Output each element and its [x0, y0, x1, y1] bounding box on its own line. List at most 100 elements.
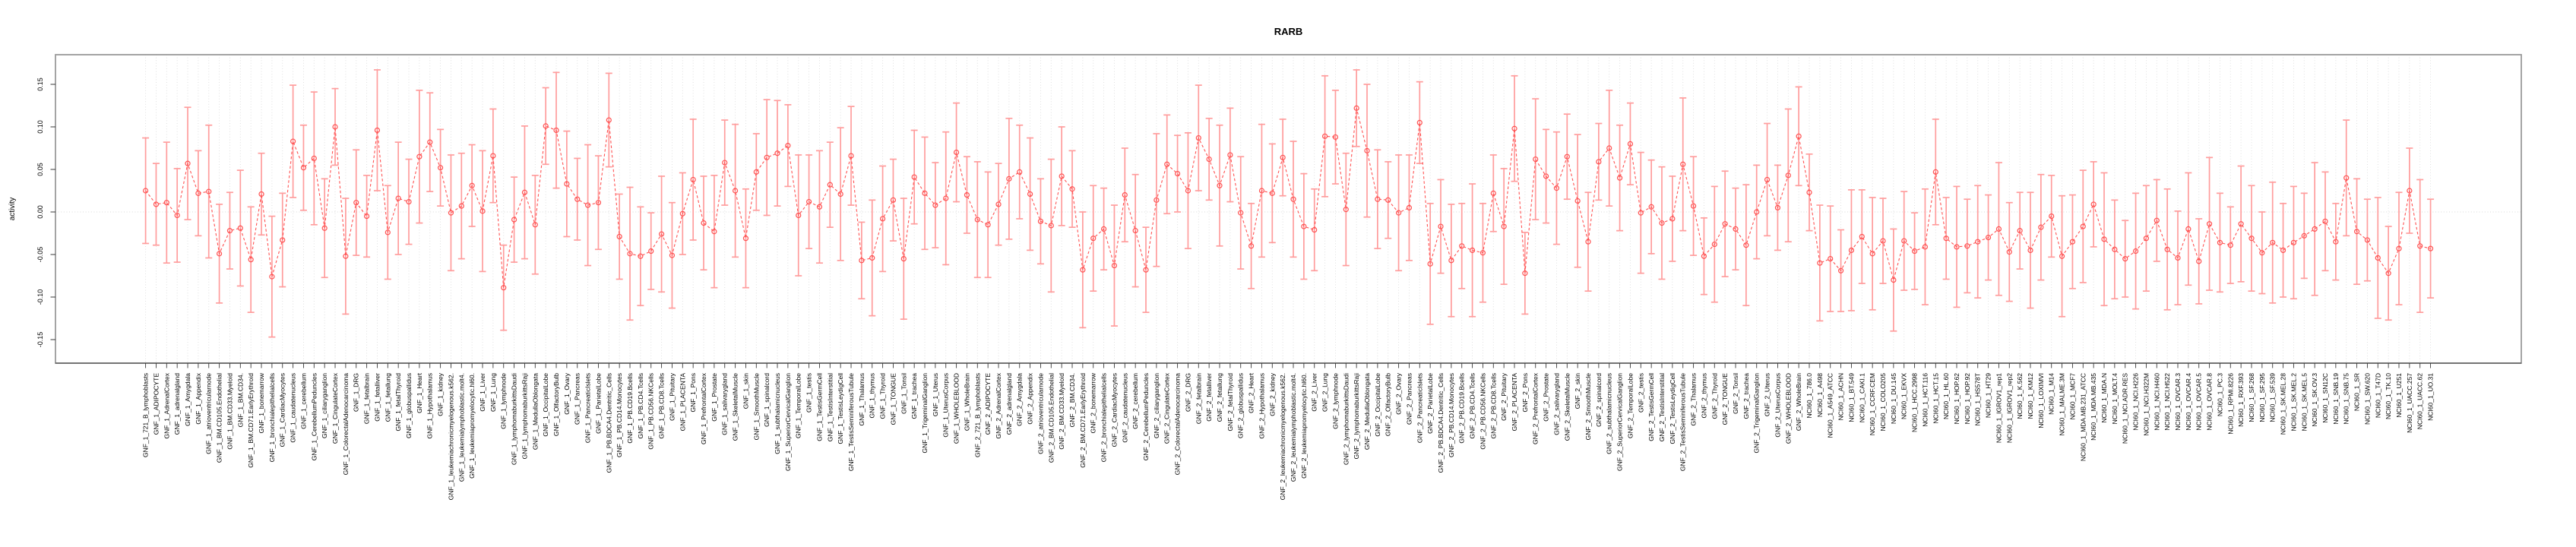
x-tick-label: GNF_2_Pancreas	[1405, 373, 1413, 425]
x-tick-label: GNF_1_SmoothMuscle	[752, 373, 760, 441]
data-point	[1964, 243, 1970, 249]
x-tick-label: GNF_1_skin	[742, 373, 749, 409]
data-point	[1616, 175, 1623, 181]
x-tick-label: NCI60_1_OVCAR.5	[2195, 373, 2203, 431]
x-tick-label: NCI60_1_NCI.H322M	[2142, 373, 2150, 436]
data-point	[163, 200, 169, 206]
x-tick-label: NCI60_1_IGROV1_rep2	[2005, 373, 2013, 443]
data-point	[458, 203, 464, 209]
y-axis-label: activity	[8, 198, 17, 221]
data-point	[2017, 228, 2023, 234]
data-point	[848, 153, 854, 159]
data-point	[2417, 243, 2423, 249]
data-point	[1627, 141, 1634, 147]
x-tick-label: GNF_2_bonemarrow	[1090, 372, 1097, 433]
x-tick-label: GNF_2_Amygdala	[1016, 373, 1024, 426]
data-point	[1006, 175, 1012, 182]
x-tick-label: GNF_1_CardiacMyocytes	[279, 373, 286, 447]
data-point	[1954, 244, 1960, 250]
x-tick-label: GNF_2_CardiacMyocytes	[1110, 373, 1118, 447]
data-point	[796, 212, 802, 219]
x-tick-label: GNF_1_PB.CD8.Tcells	[658, 373, 666, 438]
grid-lines	[145, 55, 2432, 363]
x-tick-label: GNF_1_PrefrontalCortex	[700, 372, 707, 444]
data-point	[1269, 190, 1275, 196]
data-point	[1364, 147, 1370, 153]
data-point	[669, 252, 676, 258]
data-point	[363, 213, 370, 220]
y-tick-label: 0.00	[36, 205, 44, 219]
data-point	[1143, 267, 1149, 273]
x-tick-label: GNF_1_TONGUE	[889, 373, 897, 425]
x-tick-label: NCI60_1_ACHN	[1837, 373, 1845, 420]
x-tick-label: GNF_1_BM.CD34.	[236, 373, 244, 427]
data-point	[1385, 197, 1391, 203]
x-tick-label: GNF_2_WholeBrain	[1795, 373, 1802, 431]
data-point	[1859, 233, 1865, 240]
x-tick-label: GNF_1_atrioventricularnode	[205, 373, 213, 454]
data-point	[2248, 236, 2255, 242]
data-point	[995, 201, 1002, 207]
data-point	[311, 155, 317, 162]
x-tick-label: GNF_1_Heart	[416, 372, 423, 413]
x-tick-label: GNF_1_fetalliver	[373, 373, 381, 422]
data-point	[206, 188, 212, 194]
x-tick-label: GNF_2_lymphomaburkittsRaji	[1353, 373, 1360, 459]
x-tick-label: GNF_2_fetalliver	[1205, 373, 1213, 422]
x-tick-label: GNF_2_ParietalLobe	[1426, 373, 1434, 434]
x-tick-label: NCI60_1_CCRF.CEM	[1869, 373, 1876, 435]
x-tick-label: GNF_1_ciliaryganglion	[321, 373, 328, 438]
x-tick-label: GNF_1_DRG	[353, 373, 360, 412]
x-tick-label: GNF_1_testis	[805, 373, 813, 413]
data-point	[2290, 239, 2297, 245]
x-tick-label: NCI60_1_NCI.ADR.RES	[2122, 373, 2129, 444]
data-point	[742, 236, 749, 242]
x-tick-label: GNF_1_AdrenalCortex	[163, 372, 170, 438]
x-tick-label: GNF_2_PLACENTA	[1511, 373, 1518, 432]
data-point	[932, 202, 938, 208]
data-point	[237, 225, 243, 231]
x-tick-label: NCI60_1_MOLT.4	[2111, 373, 2119, 425]
x-tick-label: GNF_2_TemporalLobe	[1626, 373, 1634, 438]
data-point	[1764, 176, 1771, 183]
x-tick-label: GNF_2_ciliaryganglion	[1153, 373, 1160, 438]
x-tick-label: GNF_2_PrefrontalCortex	[1532, 372, 1540, 444]
x-tick-label: NCI60_1_U251	[2395, 373, 2403, 418]
data-point	[1037, 218, 1044, 224]
data-point	[1301, 223, 1307, 229]
x-tick-label: GNF_2_testis	[1637, 373, 1644, 413]
x-tick-label: GNF_1_TestisSeminiferousTubule	[847, 373, 855, 471]
data-point	[1596, 159, 1602, 165]
x-tick-label: NCI60_1_SK.OV.3	[2311, 373, 2318, 427]
data-point	[595, 200, 602, 206]
x-tick-label: GNF_2_TrigeminalGanglion	[1753, 373, 1761, 454]
x-tick-label: GNF_1_Prostate	[710, 373, 718, 422]
data-point	[2101, 236, 2107, 242]
data-point	[764, 154, 770, 160]
data-point	[2375, 255, 2381, 261]
x-tick-label: NCI60_1_SR	[2353, 373, 2361, 411]
x-tick-label: GNF_1_Thalamus	[858, 373, 866, 425]
chart-title: RARB	[1274, 26, 1303, 37]
x-tick-label: NCI60_1_SN12C	[2321, 373, 2329, 423]
y-axis: 0.15 0.10 0.05 0.00 -0.05 -0.10 -0.15	[36, 77, 55, 347]
x-tick-label: GNF_2_Heart	[1248, 372, 1255, 413]
x-tick-label: NCI60_1_HS578T	[1974, 373, 1982, 425]
x-tick-label: NCI60_1_RXF.393	[2237, 373, 2245, 427]
x-tick-label: GNF_1_spinalcord	[763, 373, 771, 427]
data-point	[890, 197, 897, 203]
data-point	[1817, 260, 1823, 266]
data-point	[658, 231, 665, 237]
x-tick-label: GNF_2_BM.CD33.Myeloid	[1058, 373, 1065, 450]
x-tick-label: GNF_1_PB.CD4.Tcells	[637, 373, 644, 438]
x-tick-label: NCI60_1_SK.MEL.2	[2290, 373, 2297, 432]
data-point	[1911, 248, 1918, 255]
x-tick-label: NCI60_1_LOXIMVI	[2037, 373, 2045, 428]
error-bars	[142, 69, 2435, 338]
data-point	[584, 202, 591, 208]
data-point	[837, 191, 843, 198]
data-point	[395, 195, 401, 201]
data-point	[332, 124, 338, 130]
data-point	[248, 257, 254, 263]
data-point	[1332, 134, 1339, 141]
